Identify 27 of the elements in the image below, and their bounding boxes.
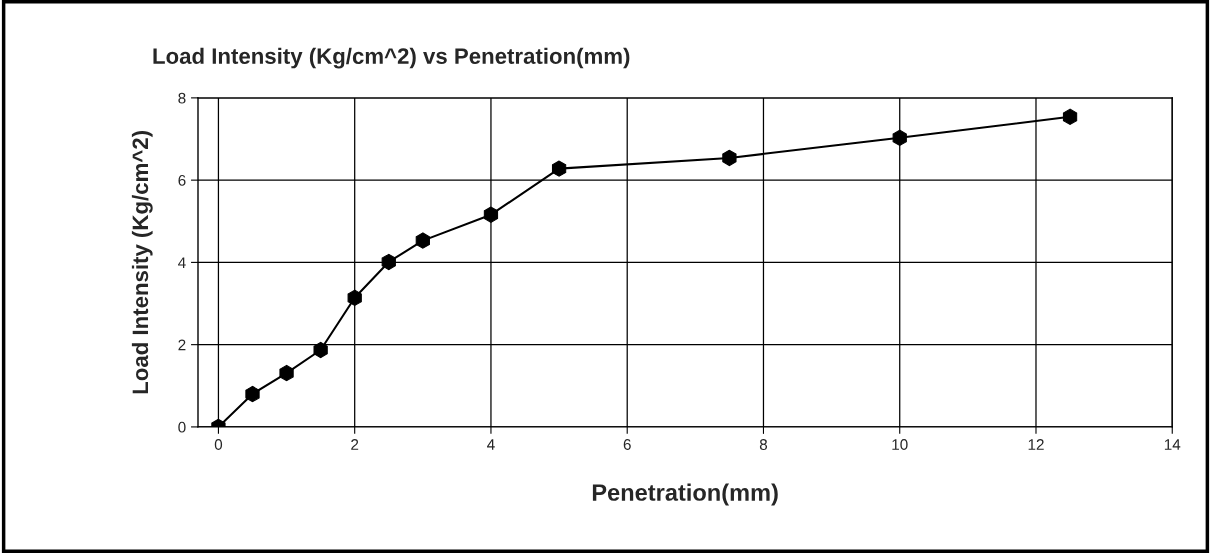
y-tick-label: 6 [178, 175, 186, 186]
point [892, 129, 907, 146]
point [551, 160, 567, 177]
x-tick-label: 10 [892, 439, 908, 450]
x-tick-label: 8 [759, 439, 768, 450]
point [279, 364, 294, 382]
chart-title: Load Intensity (Kg/cm^2) vs Penetration(mm) [153, 47, 630, 69]
x-tick-label: 4 [487, 439, 495, 450]
point [347, 289, 362, 306]
point [415, 232, 430, 249]
y-tick-label: 0 [178, 421, 186, 433]
x-tick-label: 2 [351, 439, 359, 450]
x-axis-title: Penetration(mm) [592, 483, 778, 506]
point [313, 341, 328, 359]
y-tick-label: 8 [178, 92, 186, 104]
point [483, 206, 499, 223]
x-tick-label: 6 [623, 439, 631, 450]
x-tick-label: 12 [1028, 439, 1044, 450]
point [1062, 108, 1078, 125]
point [381, 253, 396, 271]
y-tick-label: 4 [178, 257, 186, 268]
point [722, 149, 737, 167]
y-axis-title: Load Intensity (Kg/cm^2) [131, 131, 153, 394]
y-tick-label: 2 [178, 339, 186, 351]
x-tick-label: 0 [214, 439, 223, 450]
x-tick-label: 14 [1164, 439, 1181, 450]
point [245, 385, 260, 403]
